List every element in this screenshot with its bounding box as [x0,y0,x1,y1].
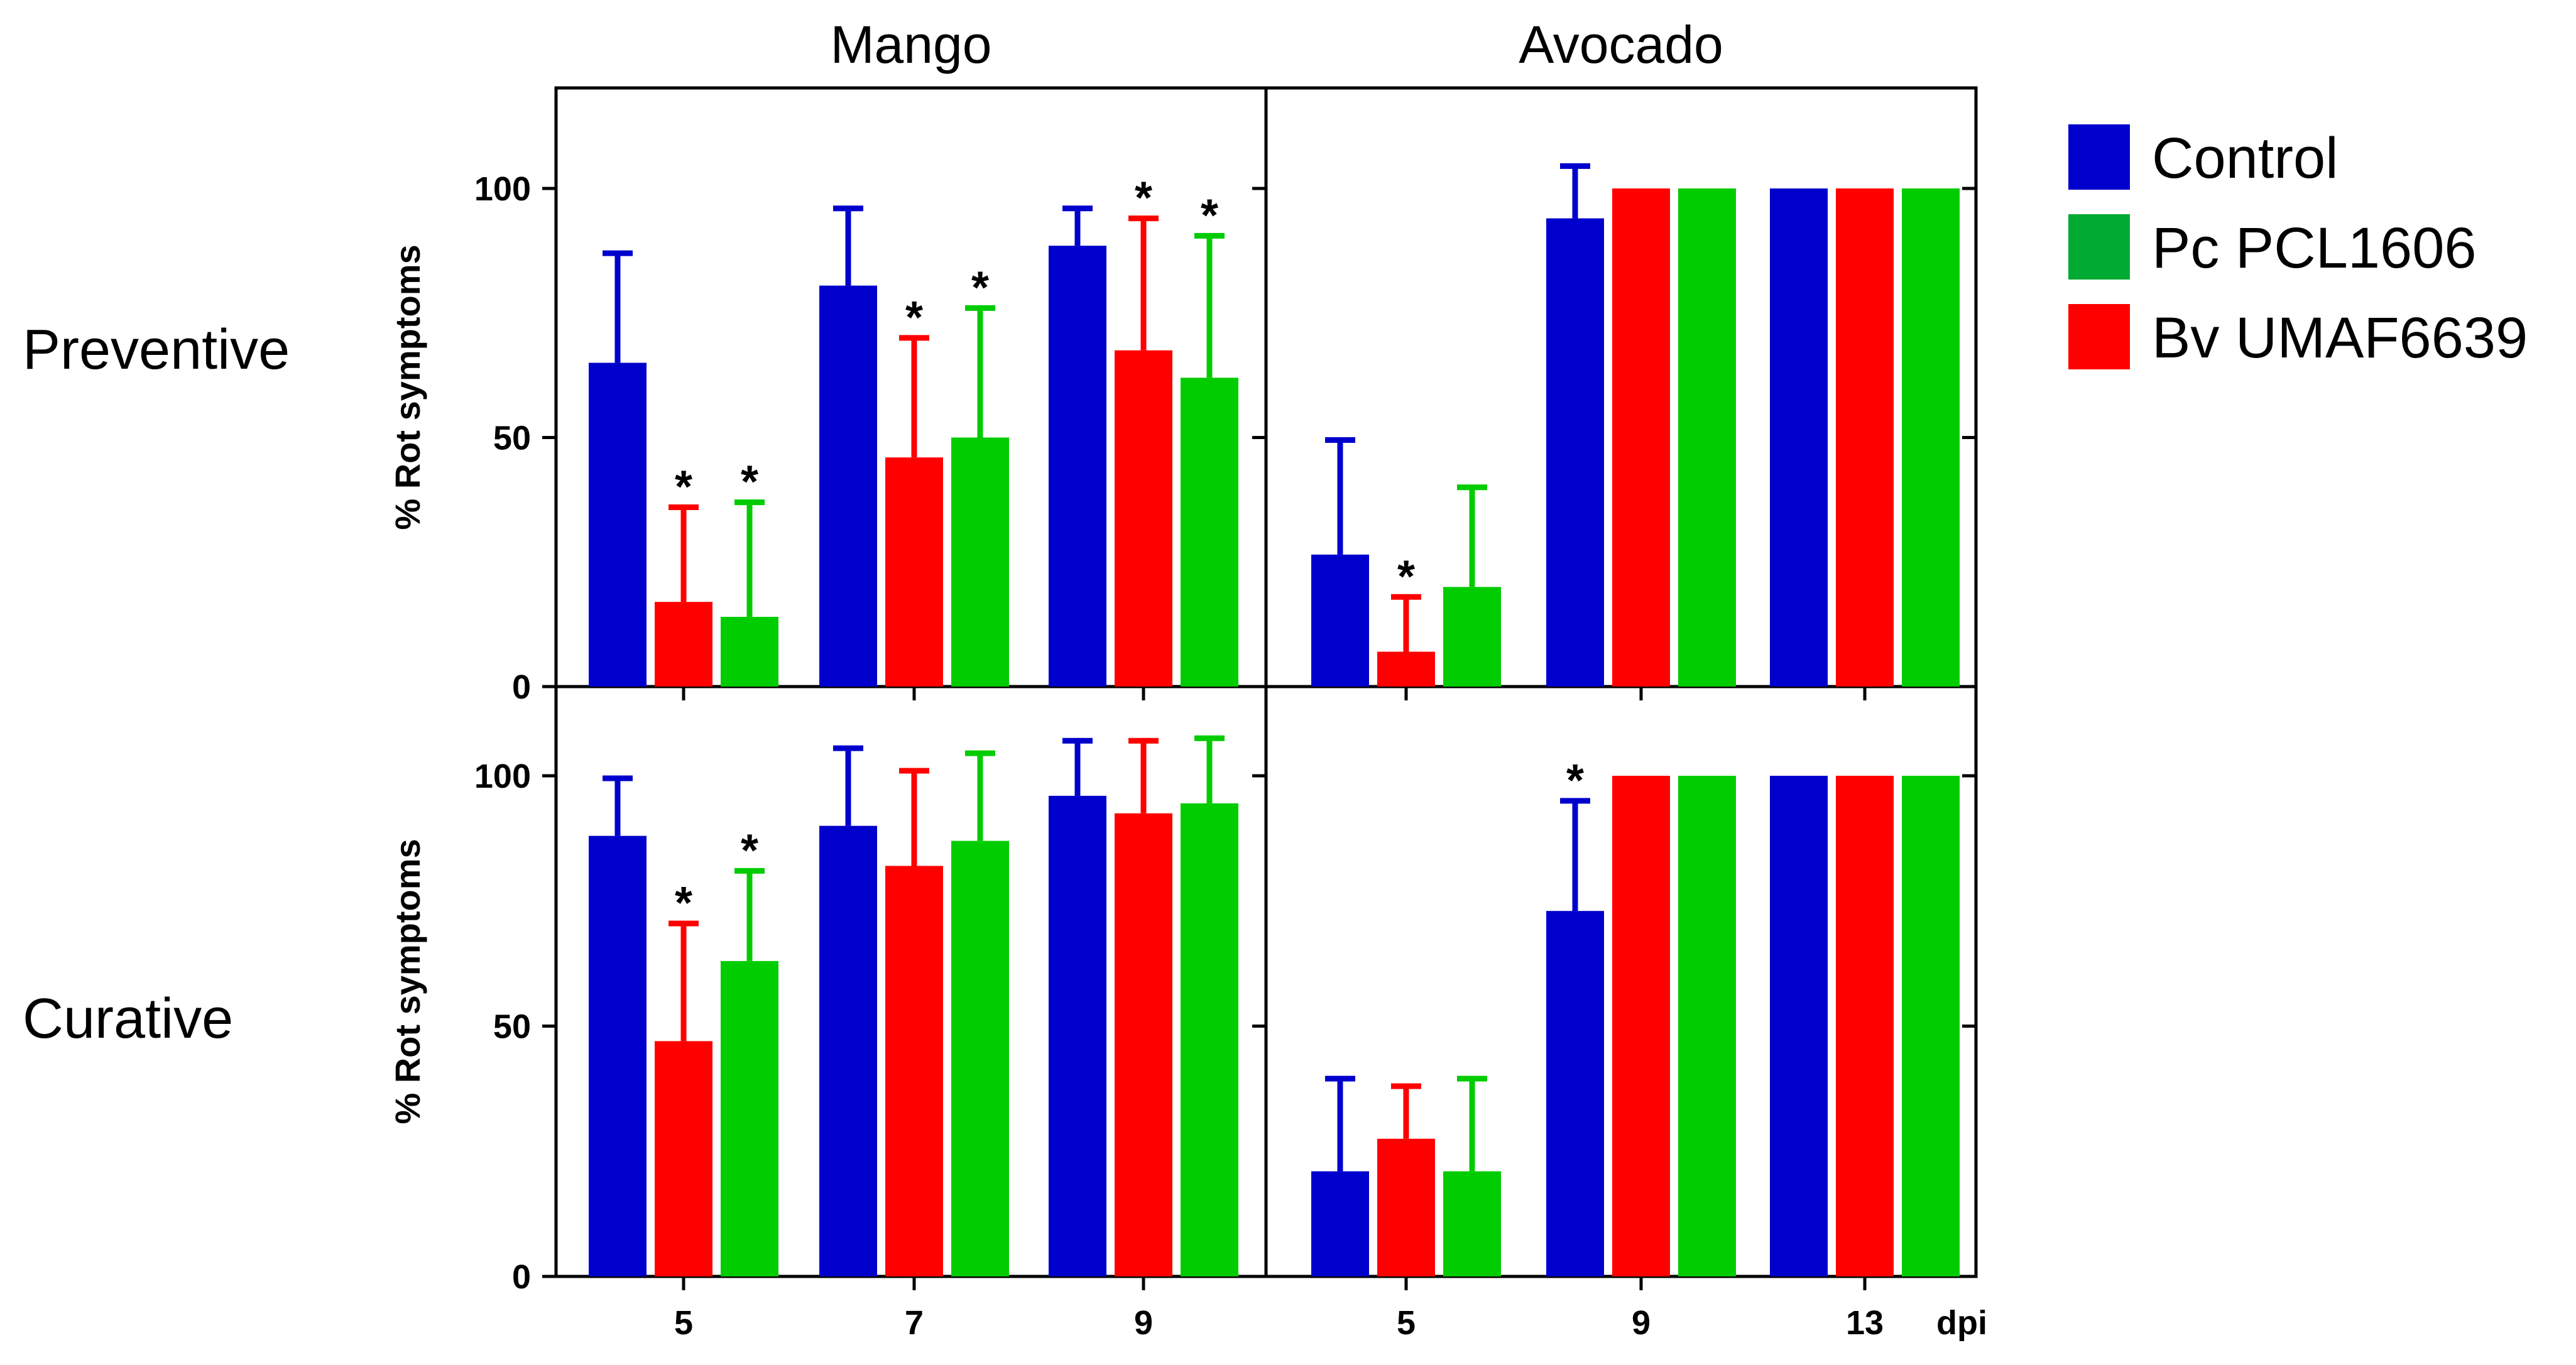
bar-control [1311,554,1369,687]
column-title-mango: Mango [831,15,992,74]
y-axis-label-preventive: % Rot symptoms [388,244,427,530]
y-tick-label: 50 [493,1008,531,1046]
x-tick-label: 7 [905,1304,924,1342]
legend-swatch-bv-umaf6639 [2068,304,2130,369]
bar-pc-pcl1606 [1181,803,1238,1276]
bar-pc-pcl1606 [1443,587,1501,687]
bar-control [1770,776,1828,1276]
bar-bv-umaf6639 [1115,350,1172,687]
significance-star: * [1135,173,1152,224]
legend-swatch-control [2068,124,2130,190]
bar-control [589,362,647,687]
significance-star: * [675,878,692,928]
x-tick-label: 5 [1397,1304,1416,1342]
bar-bv-umaf6639 [1612,776,1670,1276]
panel-preventive-mango: * * * * * * [589,173,1238,687]
bar-bv-umaf6639 [1836,188,1894,687]
bar-bv-umaf6639 [885,866,943,1276]
bar-pc-pcl1606 [1902,776,1960,1276]
bar-bv-umaf6639 [655,1041,712,1276]
panel-preventive-avocado: * [1311,163,1960,687]
y-axis-label-curative: % Rot symptoms [388,839,427,1124]
bar-control [819,285,877,687]
bar-pc-pcl1606 [1678,776,1736,1276]
y-tick-label: 0 [512,1258,531,1296]
bar-bv-umaf6639 [1612,188,1670,687]
legend-label-pc-pcl1606: Pc PCL1606 [2152,216,2477,280]
panel-curative-avocado: * [1311,756,1960,1276]
bar-bv-umaf6639 [1377,651,1435,687]
significance-star: * [1566,756,1584,806]
bar-pc-pcl1606 [1181,378,1238,687]
bar-pc-pcl1606 [1678,188,1736,687]
row-label-preventive: Preventive [23,318,290,381]
legend-label-bv-umaf6639: Bv UMAF6639 [2152,306,2528,370]
bar-pc-pcl1606 [721,960,778,1276]
significance-star: * [741,457,758,508]
bar-bv-umaf6639 [1836,776,1894,1276]
bar-control [1311,1171,1369,1276]
y-tick-label: 0 [512,668,531,706]
significance-star: * [971,263,989,313]
x-tick-label: 9 [1632,1304,1651,1342]
column-title-avocado: Avocado [1519,15,1723,74]
significance-star: * [1201,190,1218,241]
x-tick-label: 5 [674,1304,693,1342]
bar-pc-pcl1606 [721,616,778,687]
bar-control [1049,795,1106,1276]
bar-control [1770,188,1828,687]
row-label-curative: Curative [23,987,233,1050]
legend-label-control: Control [2152,126,2339,190]
bar-pc-pcl1606 [1443,1171,1501,1276]
y-tick-label: 100 [474,758,531,795]
bar-bv-umaf6639 [1115,813,1172,1276]
bar-bv-umaf6639 [655,602,712,687]
significance-star: * [905,293,923,343]
bar-control [1546,218,1604,687]
bar-control [589,835,647,1276]
y-tick-label: 100 [474,170,531,208]
significance-star: * [675,462,692,513]
bar-pc-pcl1606 [1902,188,1960,687]
bar-control [1546,911,1604,1276]
panel-curative-mango: ** [589,735,1238,1276]
y-tick-label: 50 [493,420,531,457]
x-unit-label: dpi [1936,1304,1987,1342]
significance-star: * [741,825,758,876]
bar-control [819,825,877,1276]
bar-bv-umaf6639 [885,457,943,687]
legend-swatch-pc-pcl1606 [2068,214,2130,280]
significance-star: * [1397,552,1415,602]
x-tick-label: 13 [1846,1304,1884,1342]
bar-control [1049,246,1106,687]
bar-bv-umaf6639 [1377,1138,1435,1276]
x-tick-label: 9 [1134,1304,1153,1342]
bar-pc-pcl1606 [951,437,1009,687]
bar-pc-pcl1606 [951,840,1009,1276]
